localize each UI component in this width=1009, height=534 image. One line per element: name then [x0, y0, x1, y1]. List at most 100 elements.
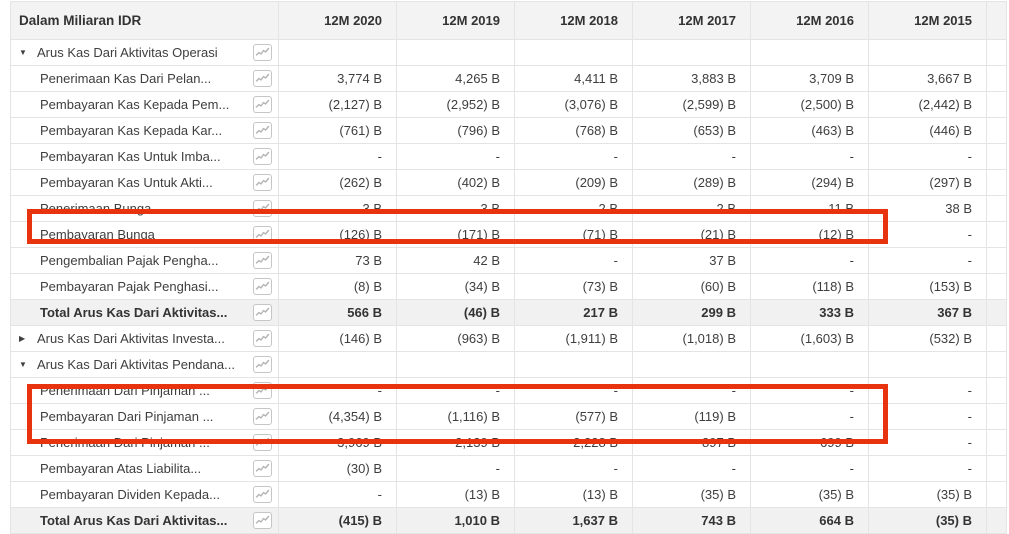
row-label-cell: Pembayaran Pajak Penghasi... — [10, 273, 279, 300]
value-cell: - — [514, 247, 633, 274]
value-cell — [750, 39, 869, 66]
value-cell: - — [750, 455, 869, 482]
sparkline-icon[interactable] — [253, 122, 272, 139]
row-label-cell: Penerimaan Bunga — [10, 195, 279, 222]
sparkline-icon[interactable] — [253, 200, 272, 217]
collapse-toggle-icon[interactable]: ▼ — [19, 47, 27, 57]
value-cell: 3 B — [278, 195, 397, 222]
value-cell: (71) B — [514, 221, 633, 248]
sparkline-icon[interactable] — [253, 382, 272, 399]
sparkline-icon[interactable] — [253, 96, 272, 113]
value-cell: (118) B — [750, 273, 869, 300]
row-label-cell: Pembayaran Kas Untuk Imba... — [10, 143, 279, 170]
value-cell: (532) B — [868, 325, 987, 352]
value-cell: (963) B — [396, 325, 515, 352]
value-cell: 3 B — [396, 195, 515, 222]
value-cell — [396, 351, 515, 378]
sparkline-icon[interactable] — [253, 304, 272, 321]
value-cell: 2,228 B — [514, 429, 633, 456]
row-label-cell: Pembayaran Kas Kepada Kar... — [10, 117, 279, 144]
spacer-cell — [986, 65, 1007, 92]
value-cell: (13) B — [396, 481, 515, 508]
row-label: Arus Kas Dari Aktivitas Operasi — [37, 45, 218, 60]
sparkline-icon[interactable] — [253, 252, 272, 269]
value-cell: (653) B — [632, 117, 751, 144]
item-row: Pembayaran Dari Pinjaman ... (4,354) B (1,… — [10, 403, 1007, 430]
sparkline-icon[interactable] — [253, 174, 272, 191]
spacer-cell — [986, 403, 1007, 430]
value-cell: - — [514, 143, 633, 170]
value-cell: (1,603) B — [750, 325, 869, 352]
column-header: 12M 2019 — [396, 1, 515, 40]
value-cell: 333 B — [750, 299, 869, 326]
item-row: Pembayaran Dividen Kepada... - (13) B (13) … — [10, 481, 1007, 508]
value-cell: 73 B — [278, 247, 397, 274]
value-cell: (13) B — [514, 481, 633, 508]
sparkline-icon[interactable] — [253, 330, 272, 347]
value-cell: (8) B — [278, 273, 397, 300]
value-cell: - — [868, 403, 987, 430]
item-row: Pembayaran Kas Untuk Akti... (262) B (402)… — [10, 169, 1007, 196]
value-cell: - — [278, 377, 397, 404]
row-label: Penerimaan Dari Pinjaman ... — [40, 383, 210, 398]
value-cell: (126) B — [278, 221, 397, 248]
value-cell: (1,018) B — [632, 325, 751, 352]
value-cell: - — [514, 455, 633, 482]
column-header: 12M 2015 — [868, 1, 987, 40]
collapse-toggle-icon[interactable]: ▼ — [19, 359, 27, 369]
value-cell: - — [396, 143, 515, 170]
sparkline-icon[interactable] — [253, 70, 272, 87]
value-cell: 3,883 B — [632, 65, 751, 92]
spacer-cell — [986, 273, 1007, 300]
table-title: Dalam Miliaran IDR — [10, 1, 279, 40]
value-cell: 3,969 B — [278, 429, 397, 456]
value-cell: 217 B — [514, 299, 633, 326]
value-cell: 4,411 B — [514, 65, 633, 92]
item-row: Pembayaran Pajak Penghasi... (8) B (34) B(… — [10, 273, 1007, 300]
financial-statement-app: Dalam Miliaran IDR 12M 2020 12M 2019 12M 2… — [10, 1, 1007, 534]
sparkline-icon[interactable] — [253, 356, 272, 373]
sparkline-icon[interactable] — [253, 226, 272, 243]
row-label: Pembayaran Kas Kepada Pem... — [40, 97, 230, 112]
value-cell: - — [278, 143, 397, 170]
value-cell: (30) B — [278, 455, 397, 482]
value-cell: (35) B — [868, 481, 987, 508]
spacer-cell — [986, 429, 1007, 456]
value-cell: (2,500) B — [750, 91, 869, 118]
value-cell: (35) B — [750, 481, 869, 508]
value-cell — [514, 39, 633, 66]
value-cell — [632, 39, 751, 66]
spacer-cell — [986, 195, 1007, 222]
value-cell: (60) B — [632, 273, 751, 300]
sparkline-icon[interactable] — [253, 434, 272, 451]
row-label-cell: Pembayaran Dari Pinjaman ... — [10, 403, 279, 430]
item-row: Pembayaran Kas Kepada Kar... (761) B (796)… — [10, 117, 1007, 144]
row-label: Penerimaan Kas Dari Pelan... — [40, 71, 212, 86]
spacer-cell — [986, 455, 1007, 482]
row-label-cell: Pembayaran Kas Kepada Pem... — [10, 91, 279, 118]
value-cell: (446) B — [868, 117, 987, 144]
sparkline-icon[interactable] — [253, 278, 272, 295]
value-cell: (2,442) B — [868, 91, 987, 118]
expand-toggle-icon[interactable]: ▶ — [19, 333, 26, 343]
sparkline-icon[interactable] — [253, 460, 272, 477]
row-label: Pembayaran Pajak Penghasi... — [40, 279, 219, 294]
value-cell — [278, 39, 397, 66]
row-label-cell: ▶ Arus Kas Dari Aktivitas Investa... — [10, 325, 279, 352]
value-cell: (4,354) B — [278, 403, 397, 430]
sparkline-icon[interactable] — [253, 148, 272, 165]
value-cell: (768) B — [514, 117, 633, 144]
sparkline-icon[interactable] — [253, 486, 272, 503]
sparkline-icon[interactable] — [253, 44, 272, 61]
value-cell: - — [750, 403, 869, 430]
row-label: Pembayaran Kas Untuk Akti... — [40, 175, 213, 190]
spacer-cell — [986, 169, 1007, 196]
value-cell: 3,774 B — [278, 65, 397, 92]
row-label-cell: Penerimaan Dari Pinjaman ... — [10, 429, 279, 456]
sparkline-icon[interactable] — [253, 408, 272, 425]
value-cell: - — [868, 247, 987, 274]
value-cell: (2,127) B — [278, 91, 397, 118]
group-row: ▼ Arus Kas Dari Aktivitas Operasi — [10, 39, 1007, 66]
value-cell: - — [868, 221, 987, 248]
spacer-column-header — [986, 1, 1007, 40]
